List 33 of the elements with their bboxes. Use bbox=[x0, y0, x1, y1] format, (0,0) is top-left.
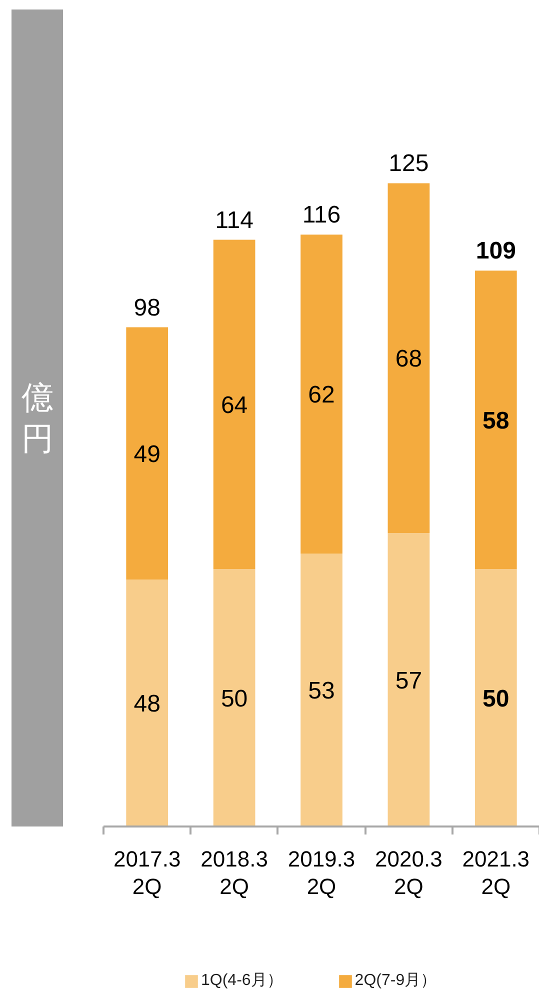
data-label: 50 bbox=[220, 685, 248, 712]
data-label: 49 bbox=[134, 440, 160, 468]
data-label: 50 bbox=[482, 685, 510, 712]
bar bbox=[126, 579, 168, 826]
y-axis-title: 億円 bbox=[22, 379, 54, 457]
x-tick-label: 2019.3 2Q bbox=[288, 846, 356, 899]
bar bbox=[300, 234, 342, 554]
legend-label: 1Q(4-6月） bbox=[201, 971, 283, 991]
bar bbox=[213, 240, 256, 570]
data-label: 64 bbox=[220, 392, 248, 419]
total-label: 125 bbox=[388, 150, 429, 178]
data-label: 53 bbox=[308, 678, 335, 705]
x-tick-label: 2021.3 2Q bbox=[462, 846, 530, 899]
data-label: 62 bbox=[308, 382, 335, 409]
total-label: 114 bbox=[215, 206, 254, 234]
bar bbox=[388, 183, 430, 534]
bar bbox=[213, 569, 256, 826]
data-label: 68 bbox=[395, 346, 422, 373]
bar bbox=[474, 569, 517, 826]
total-label: 116 bbox=[302, 202, 341, 229]
data-label: 57 bbox=[395, 667, 422, 694]
data-label: 58 bbox=[482, 407, 510, 434]
total-label: 109 bbox=[476, 238, 516, 265]
x-tick-label: 2020.3 2Q bbox=[375, 846, 442, 899]
bar bbox=[388, 533, 430, 826]
data-label: 48 bbox=[134, 690, 160, 718]
legend-label: 2Q(7-9月） bbox=[354, 971, 437, 991]
bar bbox=[300, 554, 342, 826]
x-tick-label: 2018.3 2Q bbox=[200, 846, 268, 899]
bar bbox=[474, 270, 517, 570]
total-label: 98 bbox=[134, 294, 160, 322]
bar bbox=[126, 327, 168, 580]
x-tick-label: 2017.3 2Q bbox=[113, 846, 181, 899]
